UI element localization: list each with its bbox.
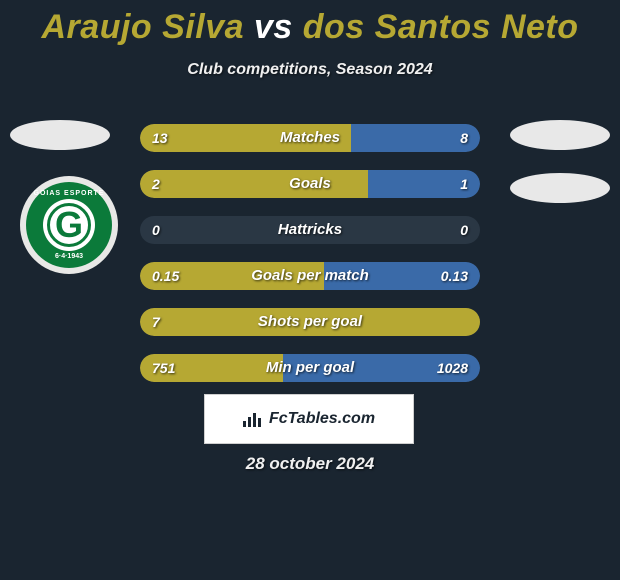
stat-row: 7Shots per goal (140, 308, 480, 336)
footer-brand-text: FcTables.com (269, 410, 375, 428)
stat-label: Shots per goal (140, 308, 480, 336)
player2-club-placeholder (510, 173, 610, 203)
stat-label: Hattricks (140, 216, 480, 244)
stat-row: 0.150.13Goals per match (140, 262, 480, 290)
page-title: Araujo Silva vs dos Santos Neto (0, 0, 620, 47)
title-player2: dos Santos Neto (303, 8, 579, 46)
stat-label: Min per goal (140, 354, 480, 382)
title-player1: Araujo Silva (42, 8, 245, 46)
club-badge-bottom-text: 6·4·1943 (26, 253, 112, 260)
stat-label: Goals per match (140, 262, 480, 290)
player1-club-badge: GOIAS ESPORTE G 6·4·1943 (20, 176, 118, 274)
club-badge-letter: G (47, 203, 91, 247)
stat-label: Goals (140, 170, 480, 198)
player2-photo-placeholder (510, 120, 610, 150)
footer-brand-badge: FcTables.com (204, 394, 414, 444)
stats-comparison-chart: 138Matches 21Goals 00Hattricks 0.150.13Goal… (140, 124, 480, 400)
stat-label: Matches (140, 124, 480, 152)
stat-row: 7511028Min per goal (140, 354, 480, 382)
stat-row: 00Hattricks (140, 216, 480, 244)
player1-photo-placeholder (10, 120, 110, 150)
bars-icon (243, 411, 263, 427)
club-badge-top-text: GOIAS ESPORTE (26, 190, 112, 197)
date-text: 28 october 2024 (0, 454, 620, 474)
title-vs: vs (254, 8, 293, 46)
subtitle: Club competitions, Season 2024 (0, 61, 620, 79)
stat-row: 21Goals (140, 170, 480, 198)
stat-row: 138Matches (140, 124, 480, 152)
